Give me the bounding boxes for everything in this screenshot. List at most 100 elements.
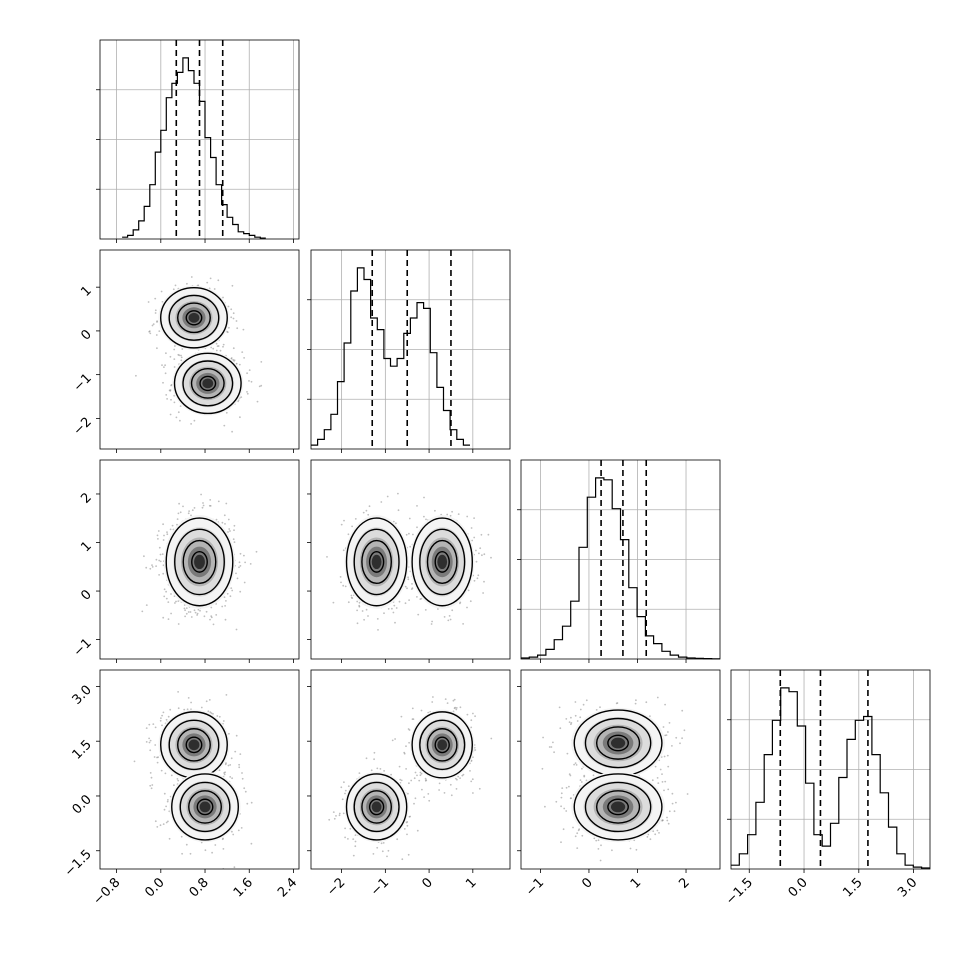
sample-point <box>159 719 162 722</box>
sample-point <box>151 324 154 327</box>
sample-point <box>338 814 341 817</box>
sample-point <box>214 844 217 846</box>
sample-point <box>431 701 434 703</box>
x-tick-label: 0 <box>419 875 435 891</box>
sample-point <box>356 600 359 603</box>
sample-point <box>370 769 373 772</box>
sample-point <box>233 866 236 869</box>
sample-point <box>580 781 583 783</box>
sample-point <box>170 774 173 777</box>
sample-point <box>256 400 259 403</box>
sample-point <box>196 614 199 616</box>
sample-point <box>260 384 263 387</box>
sample-point <box>398 765 401 768</box>
density-level <box>194 554 205 570</box>
sample-point <box>163 588 166 591</box>
sample-point <box>227 518 230 521</box>
sample-point <box>235 734 238 737</box>
sample-point <box>141 610 144 613</box>
sample-point <box>411 718 414 720</box>
sample-point <box>169 355 172 358</box>
sample-point <box>227 764 230 767</box>
sample-point <box>240 396 243 398</box>
contour-line <box>353 781 400 833</box>
sample-point <box>347 533 350 536</box>
sample-point <box>229 530 231 532</box>
sample-point <box>382 842 385 844</box>
panel-frame <box>99 669 300 870</box>
sample-point <box>155 558 158 561</box>
scatter-panel-3-0: −0.8 0.0 0.8 1.6 2.4−1.50.01.53.0 <box>62 669 300 908</box>
sample-point <box>243 787 246 790</box>
sample-point <box>229 764 232 766</box>
sample-point <box>151 564 153 566</box>
sample-point <box>344 836 346 839</box>
sample-point <box>228 528 231 530</box>
sample-point <box>149 772 152 774</box>
sample-point <box>143 555 145 558</box>
sample-point <box>362 511 365 514</box>
contour-line <box>419 528 466 596</box>
sample-point <box>471 778 474 781</box>
sample-point <box>419 774 422 777</box>
sample-point <box>250 380 253 383</box>
sample-point <box>212 347 215 350</box>
sample-point <box>216 345 219 347</box>
sample-point <box>416 829 419 832</box>
sample-point <box>160 769 163 772</box>
sample-point <box>156 347 158 350</box>
sample-point <box>413 802 415 805</box>
sample-point <box>428 799 431 802</box>
contour-line <box>345 773 408 841</box>
density-level <box>188 739 200 751</box>
sample-point <box>202 502 204 504</box>
sample-point <box>210 606 213 609</box>
sample-point <box>191 509 194 512</box>
y-tick-label: 2 <box>78 490 94 506</box>
sample-point <box>231 430 234 433</box>
sample-point <box>474 749 477 751</box>
sample-point <box>148 741 151 744</box>
sample-point <box>215 518 218 521</box>
y-tick-label: −2 <box>71 415 95 439</box>
sample-point <box>352 854 355 857</box>
sample-point <box>174 602 176 604</box>
sample-point <box>475 549 477 552</box>
density-level <box>188 312 200 323</box>
sample-point <box>386 495 389 498</box>
sample-point <box>478 552 480 555</box>
sample-point <box>177 512 180 515</box>
histogram-step <box>521 477 720 660</box>
sample-point <box>226 331 229 334</box>
sample-point <box>188 510 191 512</box>
sample-point <box>472 712 474 715</box>
sample-point <box>193 507 196 509</box>
sample-point <box>154 726 157 729</box>
sample-point <box>239 565 242 567</box>
sample-point <box>474 715 476 718</box>
sample-point <box>236 577 239 580</box>
sample-point <box>158 574 161 576</box>
sample-point <box>443 792 446 794</box>
sample-point <box>219 349 222 352</box>
sample-point <box>408 729 411 731</box>
sample-point <box>170 383 173 386</box>
sample-point <box>416 596 418 598</box>
contour-line <box>168 719 220 771</box>
sample-point <box>354 845 357 848</box>
sample-point <box>183 607 186 610</box>
sample-point <box>367 513 370 516</box>
panel-content <box>133 691 253 869</box>
y-tick-label: 1 <box>78 283 94 299</box>
sample-point <box>209 505 212 507</box>
sample-point <box>597 848 600 850</box>
sample-point <box>666 754 669 757</box>
sample-point <box>238 763 241 766</box>
sample-point <box>347 601 350 604</box>
contour-line <box>185 310 203 326</box>
y-tick-label: 3.0 <box>70 683 95 708</box>
sample-point <box>454 777 457 780</box>
sample-point <box>177 691 180 693</box>
histogram-panel-1 <box>307 249 511 453</box>
